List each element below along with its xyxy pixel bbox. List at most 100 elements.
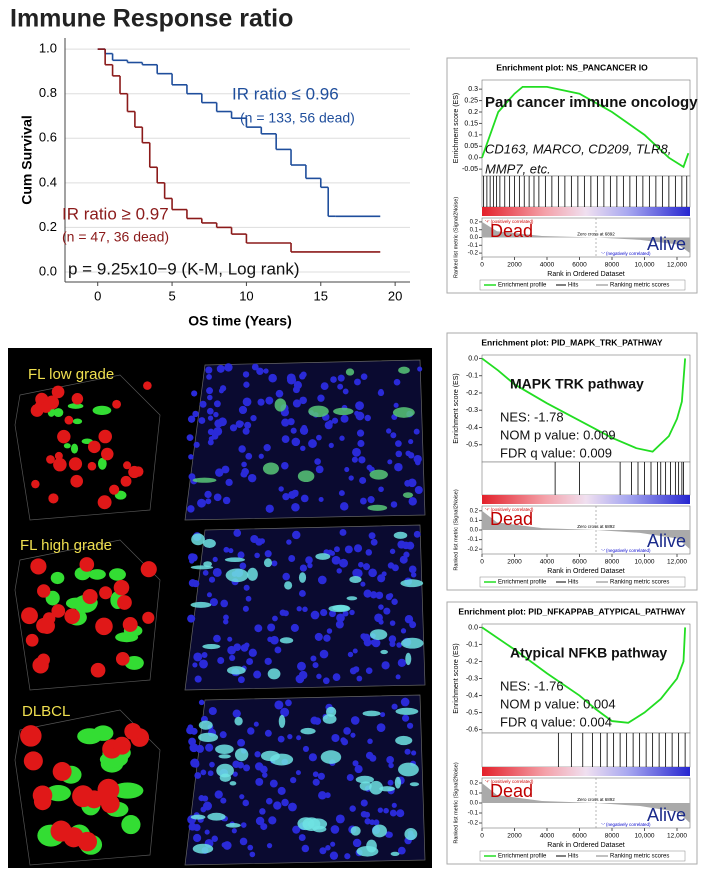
red-sphere (57, 429, 71, 444)
cell (370, 639, 376, 645)
red-sphere (64, 415, 74, 425)
cell (217, 656, 225, 664)
cell (400, 697, 410, 707)
cell (223, 619, 229, 625)
red-sphere (37, 584, 51, 598)
plot-title: Enrichment plot: PID_MAPK_TRK_PATHWAY (481, 337, 663, 347)
stroma (190, 565, 214, 570)
x-tick-label: 4000 (540, 833, 555, 840)
stroma (267, 668, 281, 680)
stroma (405, 652, 412, 666)
red-sphere (25, 633, 39, 647)
cell (358, 561, 364, 568)
x-axis-label: OS time (Years) (188, 313, 292, 329)
cell (390, 432, 397, 439)
cell (212, 567, 222, 577)
stroma (247, 567, 258, 581)
cell (227, 645, 236, 655)
cell (397, 658, 407, 668)
x-tick-label: 8000 (605, 833, 620, 840)
green-structure (111, 782, 144, 799)
cell (281, 418, 290, 427)
cell (302, 606, 308, 613)
metric-axis-label: Ranked list metric (Signal2Noise) (453, 762, 459, 843)
annotation: NES: -1.78 (500, 409, 564, 424)
stroma (400, 579, 424, 588)
cell (291, 437, 301, 447)
y-tick-label: -0.2 (466, 658, 478, 665)
cell (188, 579, 197, 587)
red-sphere (31, 479, 40, 489)
cell (288, 555, 296, 562)
cell (363, 563, 371, 571)
metric-tick-label: 0.2 (470, 508, 479, 514)
cell (187, 505, 195, 513)
cell (387, 459, 393, 465)
cell (413, 530, 421, 538)
cell (244, 421, 252, 429)
cell (346, 773, 354, 781)
cell (187, 614, 196, 623)
panel-label: FL low grade (28, 366, 114, 383)
x-tick-label: 0 (94, 288, 101, 303)
cell (307, 562, 313, 569)
metric-tick-label: 0.2 (470, 219, 479, 225)
figure-title: Immune Response ratio (10, 5, 293, 33)
cell (242, 397, 252, 407)
cell (406, 541, 415, 550)
cell (187, 415, 196, 423)
cell (302, 745, 310, 752)
cell (388, 762, 394, 769)
stroma (394, 776, 402, 789)
red-sphere (32, 657, 49, 674)
green-structure (88, 569, 106, 580)
cell (243, 381, 250, 388)
stroma (279, 637, 294, 644)
metric-tick-label: -0.1 (468, 811, 479, 817)
cell (213, 400, 221, 408)
red-sphere (101, 447, 114, 461)
y-tick-label: 0.0 (468, 355, 478, 362)
x-tick-label: 10,000 (635, 262, 655, 269)
cell (331, 555, 341, 565)
y-axis-label: Enrichment score (ES) (453, 373, 460, 443)
cell (363, 589, 372, 598)
cell (247, 727, 255, 735)
y-tick-label: 0.0 (468, 624, 478, 631)
red-sphere (117, 595, 132, 610)
cell (239, 407, 246, 414)
cell (247, 473, 257, 483)
cell (354, 765, 363, 774)
stroma (369, 780, 384, 795)
cell (300, 427, 308, 435)
cell (241, 467, 249, 476)
cell (389, 809, 397, 817)
stroma (198, 720, 213, 730)
y-tick-label: -0.5 (466, 709, 478, 716)
red-sphere (142, 611, 155, 624)
red-sphere (109, 484, 120, 495)
cell (378, 486, 384, 493)
cell (352, 447, 361, 457)
metric-area (482, 221, 690, 254)
cell (212, 556, 218, 563)
cell (389, 620, 396, 626)
cell (237, 738, 246, 747)
cell (386, 756, 394, 764)
cell (314, 632, 323, 641)
cell (242, 371, 250, 378)
stroma (401, 637, 424, 649)
stroma (302, 817, 321, 831)
x-axis-label: Rank in Ordered Dataset (547, 568, 624, 575)
enrichment-line (481, 357, 687, 453)
cell (188, 454, 194, 460)
cell (330, 376, 337, 383)
cell (360, 581, 366, 587)
cell (253, 721, 259, 727)
cell (228, 548, 234, 554)
cell (208, 576, 216, 583)
x-tick-label: 20 (388, 288, 402, 303)
metric-tick-label: -0.1 (468, 537, 479, 543)
legend-box (479, 576, 686, 588)
series-label: IR ratio ≤ 0.96 (232, 84, 339, 103)
